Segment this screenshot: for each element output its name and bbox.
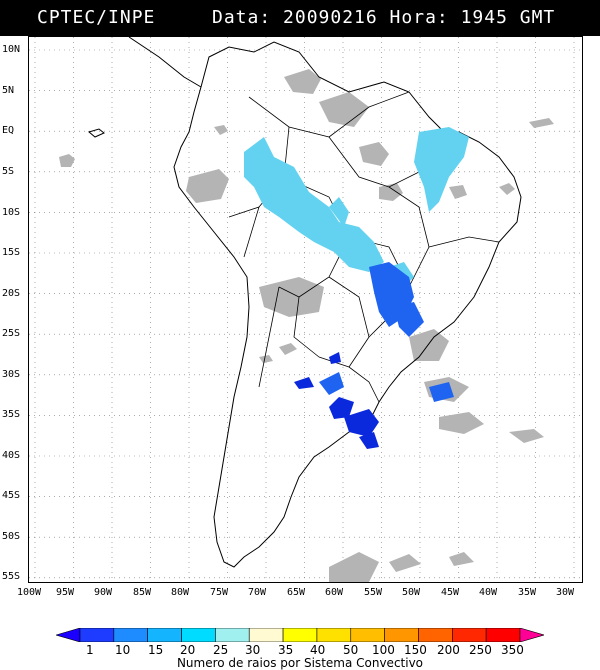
lat-label: 15S xyxy=(2,247,21,258)
colorbar-cell xyxy=(282,628,318,642)
colorbar-tick-label: 30 xyxy=(245,643,261,657)
date-time-label: Data: 20090216 Hora: 1945 GMT xyxy=(212,7,556,28)
colorbar-tick-label: 40 xyxy=(310,643,326,657)
colorbar-tick-label: 25 xyxy=(213,643,229,657)
lat-label: 10N xyxy=(2,44,21,55)
colorbar-cell xyxy=(316,628,352,642)
lat-label: 30S xyxy=(2,369,21,380)
colorbar-title: Numero de raios por Sistema Convectivo xyxy=(176,656,424,670)
lon-label: 90W xyxy=(94,587,113,598)
lon-label: 100W xyxy=(17,587,42,598)
country-borders xyxy=(228,91,500,403)
lon-label: 95W xyxy=(56,587,75,598)
colorbar-high-arrow xyxy=(519,628,544,642)
lon-label: 50W xyxy=(402,587,421,598)
lon-label: 65W xyxy=(287,587,306,598)
lon-label: 60W xyxy=(325,587,344,598)
colorbar-tick-label: 200 xyxy=(437,643,460,657)
lat-label: 25S xyxy=(2,328,21,339)
colorbar-tick-label: 1 xyxy=(86,643,94,657)
lat-label: 10S xyxy=(2,207,21,218)
lat-label: 20S xyxy=(2,288,21,299)
map-panel xyxy=(28,36,583,583)
colorbar-tick-label: 150 xyxy=(404,643,427,657)
lon-label: 40W xyxy=(479,587,498,598)
colorbar-cell xyxy=(418,628,453,642)
colorbar-low-arrow xyxy=(56,628,81,642)
source-label: CPTEC/INPE xyxy=(37,7,156,28)
lon-label: 30W xyxy=(556,587,575,598)
lat-label: 55S xyxy=(2,571,21,582)
lat-label: 5S xyxy=(2,166,15,177)
lat-label: EQ xyxy=(2,125,15,136)
colorbar-tick-label: 100 xyxy=(372,643,395,657)
colorbar-cell xyxy=(113,628,148,642)
colorbar-tick-label: 50 xyxy=(343,643,359,657)
colorbar-tick-label: 10 xyxy=(115,643,131,657)
coastline xyxy=(87,37,522,568)
lat-label: 45S xyxy=(2,490,21,501)
graticule xyxy=(29,37,582,582)
colorbar-cell xyxy=(248,628,284,642)
colorbar-tick-label: 350 xyxy=(501,643,524,657)
lon-label: 55W xyxy=(364,587,383,598)
lon-label: 85W xyxy=(133,587,152,598)
lon-label: 45W xyxy=(441,587,460,598)
colorbar-tick-label: 15 xyxy=(148,643,164,657)
lat-label: 50S xyxy=(2,531,21,542)
colorbar-cell xyxy=(147,628,182,642)
colorbar xyxy=(56,628,544,642)
colorbar-cell xyxy=(452,628,487,642)
colorbar-cell xyxy=(181,628,216,642)
lat-label: 35S xyxy=(2,409,21,420)
colorbar-cell xyxy=(350,628,385,642)
lon-label: 75W xyxy=(210,587,229,598)
lat-label: 40S xyxy=(2,450,21,461)
map-canvas xyxy=(29,37,582,582)
colorbar-tick-label: 20 xyxy=(180,643,196,657)
lon-label: 80W xyxy=(171,587,190,598)
lon-label: 35W xyxy=(518,587,537,598)
colorbar-cell xyxy=(384,628,419,642)
colorbar-cell xyxy=(215,628,250,642)
colorbar-cell xyxy=(79,628,115,642)
convective-systems xyxy=(244,127,469,449)
satellite-clouds xyxy=(59,69,554,582)
lat-label: 5N xyxy=(2,85,15,96)
colorbar-tick-label: 250 xyxy=(469,643,492,657)
colorbar-tick-label: 35 xyxy=(278,643,294,657)
lon-label: 70W xyxy=(248,587,267,598)
title-bar: CPTEC/INPE Data: 20090216 Hora: 1945 GMT xyxy=(0,0,600,36)
colorbar-cell xyxy=(485,628,521,642)
